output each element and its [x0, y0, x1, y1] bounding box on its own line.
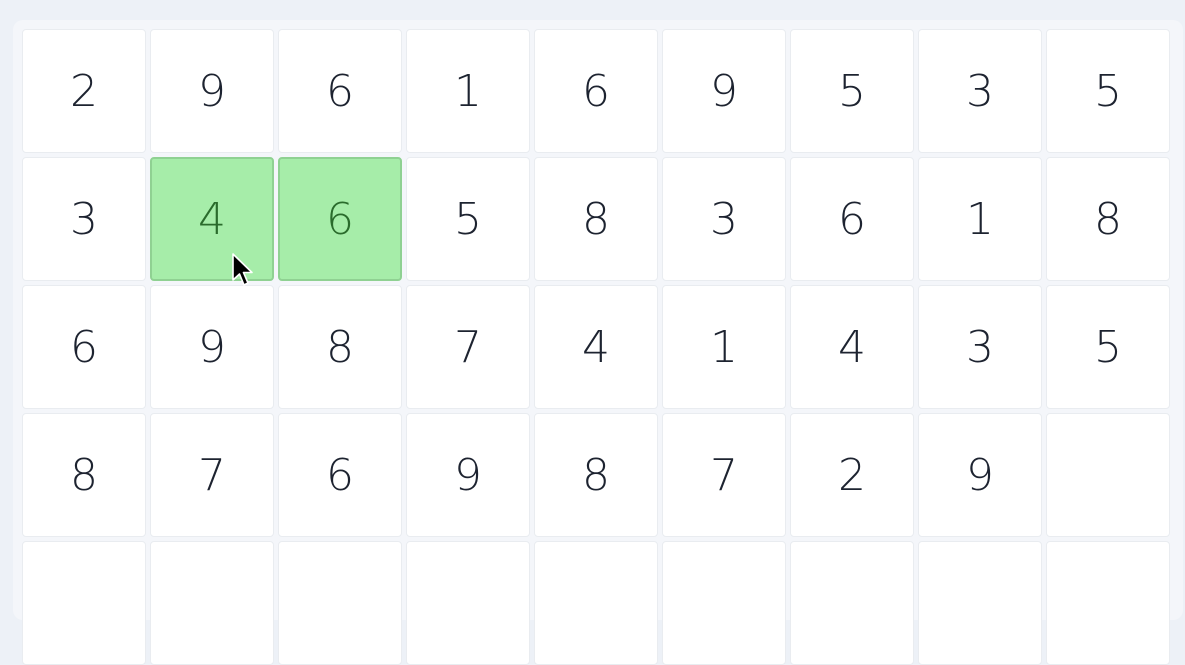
grid-cell[interactable]: 2: [22, 29, 146, 153]
grid-cell[interactable]: 9: [150, 285, 274, 409]
grid-cell[interactable]: 5: [1046, 285, 1170, 409]
grid-cell[interactable]: 3: [918, 29, 1042, 153]
grid-cell[interactable]: 4: [790, 285, 914, 409]
grid-cell[interactable]: 7: [150, 413, 274, 537]
grid-cell[interactable]: [150, 541, 274, 665]
grid-cell[interactable]: [1046, 413, 1170, 537]
grid-cell[interactable]: 6: [278, 29, 402, 153]
grid-cell[interactable]: [534, 541, 658, 665]
grid-cell[interactable]: [918, 541, 1042, 665]
grid-cell[interactable]: 8: [22, 413, 146, 537]
grid-cell[interactable]: 6: [790, 157, 914, 281]
grid-cell[interactable]: [278, 541, 402, 665]
grid-cell[interactable]: 3: [662, 157, 786, 281]
grid-cell[interactable]: 9: [406, 413, 530, 537]
grid-cell[interactable]: 6: [22, 285, 146, 409]
grid-cell[interactable]: 8: [534, 413, 658, 537]
grid-cell[interactable]: 7: [406, 285, 530, 409]
grid-cell[interactable]: 3: [918, 285, 1042, 409]
grid-cell[interactable]: 8: [278, 285, 402, 409]
grid-cell[interactable]: 8: [1046, 157, 1170, 281]
grid-cell[interactable]: [22, 541, 146, 665]
grid-cell[interactable]: [662, 541, 786, 665]
grid-cell[interactable]: [790, 541, 914, 665]
grid-cell[interactable]: 5: [1046, 29, 1170, 153]
grid-cell[interactable]: 8: [534, 157, 658, 281]
grid-cell[interactable]: 9: [918, 413, 1042, 537]
grid-cell[interactable]: 1: [918, 157, 1042, 281]
grid-cell[interactable]: 6: [278, 157, 402, 281]
grid-cell[interactable]: 9: [150, 29, 274, 153]
grid-cell[interactable]: [406, 541, 530, 665]
grid-cell[interactable]: [1046, 541, 1170, 665]
grid-cell[interactable]: 4: [150, 157, 274, 281]
grid-cell[interactable]: 2: [790, 413, 914, 537]
grid-cell[interactable]: 5: [790, 29, 914, 153]
grid-cell[interactable]: 1: [406, 29, 530, 153]
grid-cell[interactable]: 1: [662, 285, 786, 409]
grid-cell[interactable]: 9: [662, 29, 786, 153]
grid-cell[interactable]: 5: [406, 157, 530, 281]
grid-cell[interactable]: 6: [534, 29, 658, 153]
grid-cell[interactable]: 6: [278, 413, 402, 537]
grid-cell[interactable]: 3: [22, 157, 146, 281]
grid-cell[interactable]: 7: [662, 413, 786, 537]
grid-cell[interactable]: 4: [534, 285, 658, 409]
